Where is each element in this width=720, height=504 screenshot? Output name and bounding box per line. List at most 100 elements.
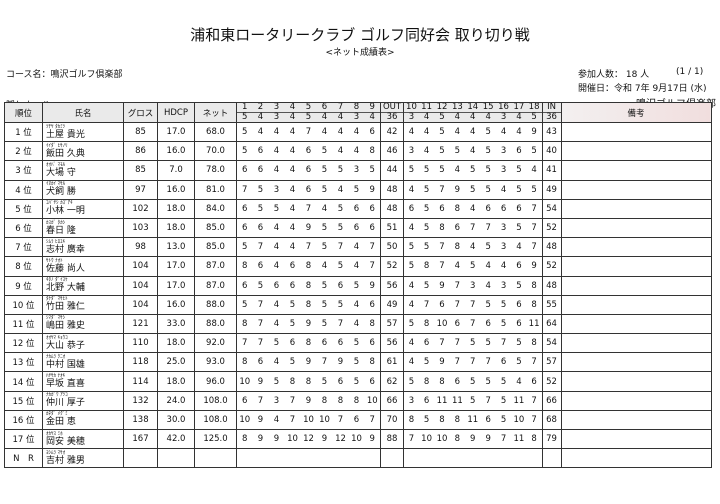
hole-score: 4 — [465, 141, 481, 162]
hole-score: 11 — [511, 428, 527, 450]
name-kanji: 犬飼 勝 — [46, 187, 76, 198]
hole-score: 9 — [480, 428, 496, 450]
hole-score: 5 — [418, 198, 435, 219]
table-row: 9 位ｷﾀﾉ ﾀﾞｲｽｹ 北野 大輔 104 17.0 87.0 6 5 6 6 8 5 6 5 9 56 4… — [4, 275, 712, 296]
table-row: 1 位ﾂﾁﾔ ﾀｶﾐﾂ 土屋 貴光 85 17.0 68.0 5 4 4 4 7 4 4 4 6 42 4 4 5… — [4, 121, 712, 143]
hole-par: 3 — [495, 112, 512, 122]
hole-score: 6 — [348, 409, 365, 431]
out-total: 70 — [380, 409, 404, 431]
hole-score: 3 — [268, 390, 285, 411]
hole-score: 4 — [284, 141, 301, 162]
hole-score: 11 — [449, 390, 466, 411]
hole-score: 4 — [284, 121, 301, 143]
hole-score: 5 — [418, 160, 435, 181]
in-total: 55 — [541, 294, 562, 315]
rank-cell: 12 位 — [4, 333, 43, 354]
hole-score: 5 — [402, 313, 419, 335]
name-cell: ｼﾏﾀﾞ ﾏｻｼ 嶋田 雅史 — [42, 313, 124, 335]
rank-cell: 7 位 — [4, 237, 43, 258]
page-title: 浦和東ロータリークラブ ゴルフ同好会 取り切り戦 — [190, 26, 530, 44]
hdcp-cell: 13.0 — [157, 237, 195, 258]
hole-score: 5 — [268, 371, 285, 392]
hole-score: 5 — [402, 160, 419, 181]
hole-score: 5 — [465, 333, 481, 354]
hole-score: 9 — [465, 428, 481, 450]
hole-score: 4 — [495, 179, 512, 200]
hole-score: 6 — [364, 198, 381, 219]
net-cell: 68.0 — [194, 121, 237, 143]
hole-score: 7 — [526, 390, 543, 411]
table-row: 15 位ﾅｶｶﾞﾜ ｱﾂｺ 仲川 厚子 132 24.0 108.0 6 7 3 7 9 8 8 8 10… — [4, 390, 712, 411]
hole-score — [449, 448, 466, 469]
hole-score: 5 — [364, 160, 381, 181]
hole-score: 5 — [511, 275, 527, 296]
hole-score: 5 — [418, 237, 435, 258]
header-gross: グロス — [123, 102, 158, 123]
name-kanji: 大山 恭子 — [46, 340, 85, 351]
hole-score: 10 — [284, 428, 301, 450]
name-kanji: 土屋 貴光 — [46, 129, 85, 140]
hole-score: 6 — [236, 198, 253, 219]
hole-score: 5 — [332, 217, 349, 239]
hole-score: 5 — [316, 313, 333, 335]
hole-score: 7 — [434, 237, 450, 258]
hole-score: 6 — [236, 160, 253, 181]
hole-number: 17 — [513, 102, 525, 112]
hole-score: 6 — [236, 390, 253, 411]
hole-score: 9 — [364, 428, 381, 450]
hole-score: 5 — [480, 160, 496, 181]
hole-score: 4 — [402, 294, 419, 315]
hole-number: OUT — [382, 102, 402, 112]
hole-par: 3 — [404, 112, 419, 122]
header-hdcp: HDCP — [157, 102, 195, 123]
net-cell: 88.0 — [194, 294, 237, 315]
hole-score: 5 — [526, 179, 543, 200]
hole-score: 6 — [348, 198, 365, 219]
name-kanji: 吉村 雅男 — [46, 455, 85, 466]
hole-score: 8 — [300, 371, 317, 392]
hole-score: 9 — [332, 352, 349, 373]
name-kanji: 佐藤 尚人 — [46, 263, 85, 274]
hole-score: 7 — [300, 237, 317, 258]
hole-score: 6 — [418, 333, 435, 354]
hole-score: 5 — [418, 352, 435, 373]
out-total: 56 — [380, 333, 404, 354]
name-kanji: 竹田 雅仁 — [46, 302, 85, 313]
hole-score: 8 — [526, 428, 543, 450]
hole-score: 5 — [465, 390, 481, 411]
header-out: OUT 36 — [380, 102, 404, 123]
hole-score: 6 — [364, 294, 381, 315]
hole-score: 7 — [332, 313, 349, 335]
hole-score: 4 — [418, 141, 435, 162]
hole-score: 12 — [332, 428, 349, 450]
hole-score: 4 — [284, 160, 301, 181]
in-total: 41 — [541, 160, 562, 181]
hole-score: 4 — [402, 275, 419, 296]
hole-score: 4 — [511, 237, 527, 258]
hole-score: 6 — [511, 198, 527, 219]
hole-score: 5 — [511, 179, 527, 200]
in-total: 48 — [541, 275, 562, 296]
hole-par: 36 — [381, 112, 403, 122]
hole-score: 4 — [480, 275, 496, 296]
header-hole: 14 4 — [465, 102, 481, 123]
hole-par: 36 — [543, 112, 561, 122]
hole-score: 5 — [480, 333, 496, 354]
hole-score: 5 — [236, 141, 253, 162]
hole-score: 4 — [268, 160, 285, 181]
page-number: (1 / 1) — [676, 67, 704, 77]
hole-score: 4 — [348, 121, 365, 143]
net-cell: 87.0 — [194, 275, 237, 296]
hole-score: 5 — [316, 294, 333, 315]
name-kanji: 金田 恵 — [46, 417, 76, 428]
rank-cell: 2 位 — [4, 141, 43, 162]
rank-cell: 13 位 — [4, 352, 43, 373]
remarks-cell — [560, 160, 712, 181]
hole-score — [284, 448, 301, 469]
hole-score — [418, 448, 435, 469]
hole-score: 5 — [252, 275, 269, 296]
name-kanji: 大場 守 — [46, 167, 76, 178]
net-cell: 108.0 — [194, 390, 237, 411]
